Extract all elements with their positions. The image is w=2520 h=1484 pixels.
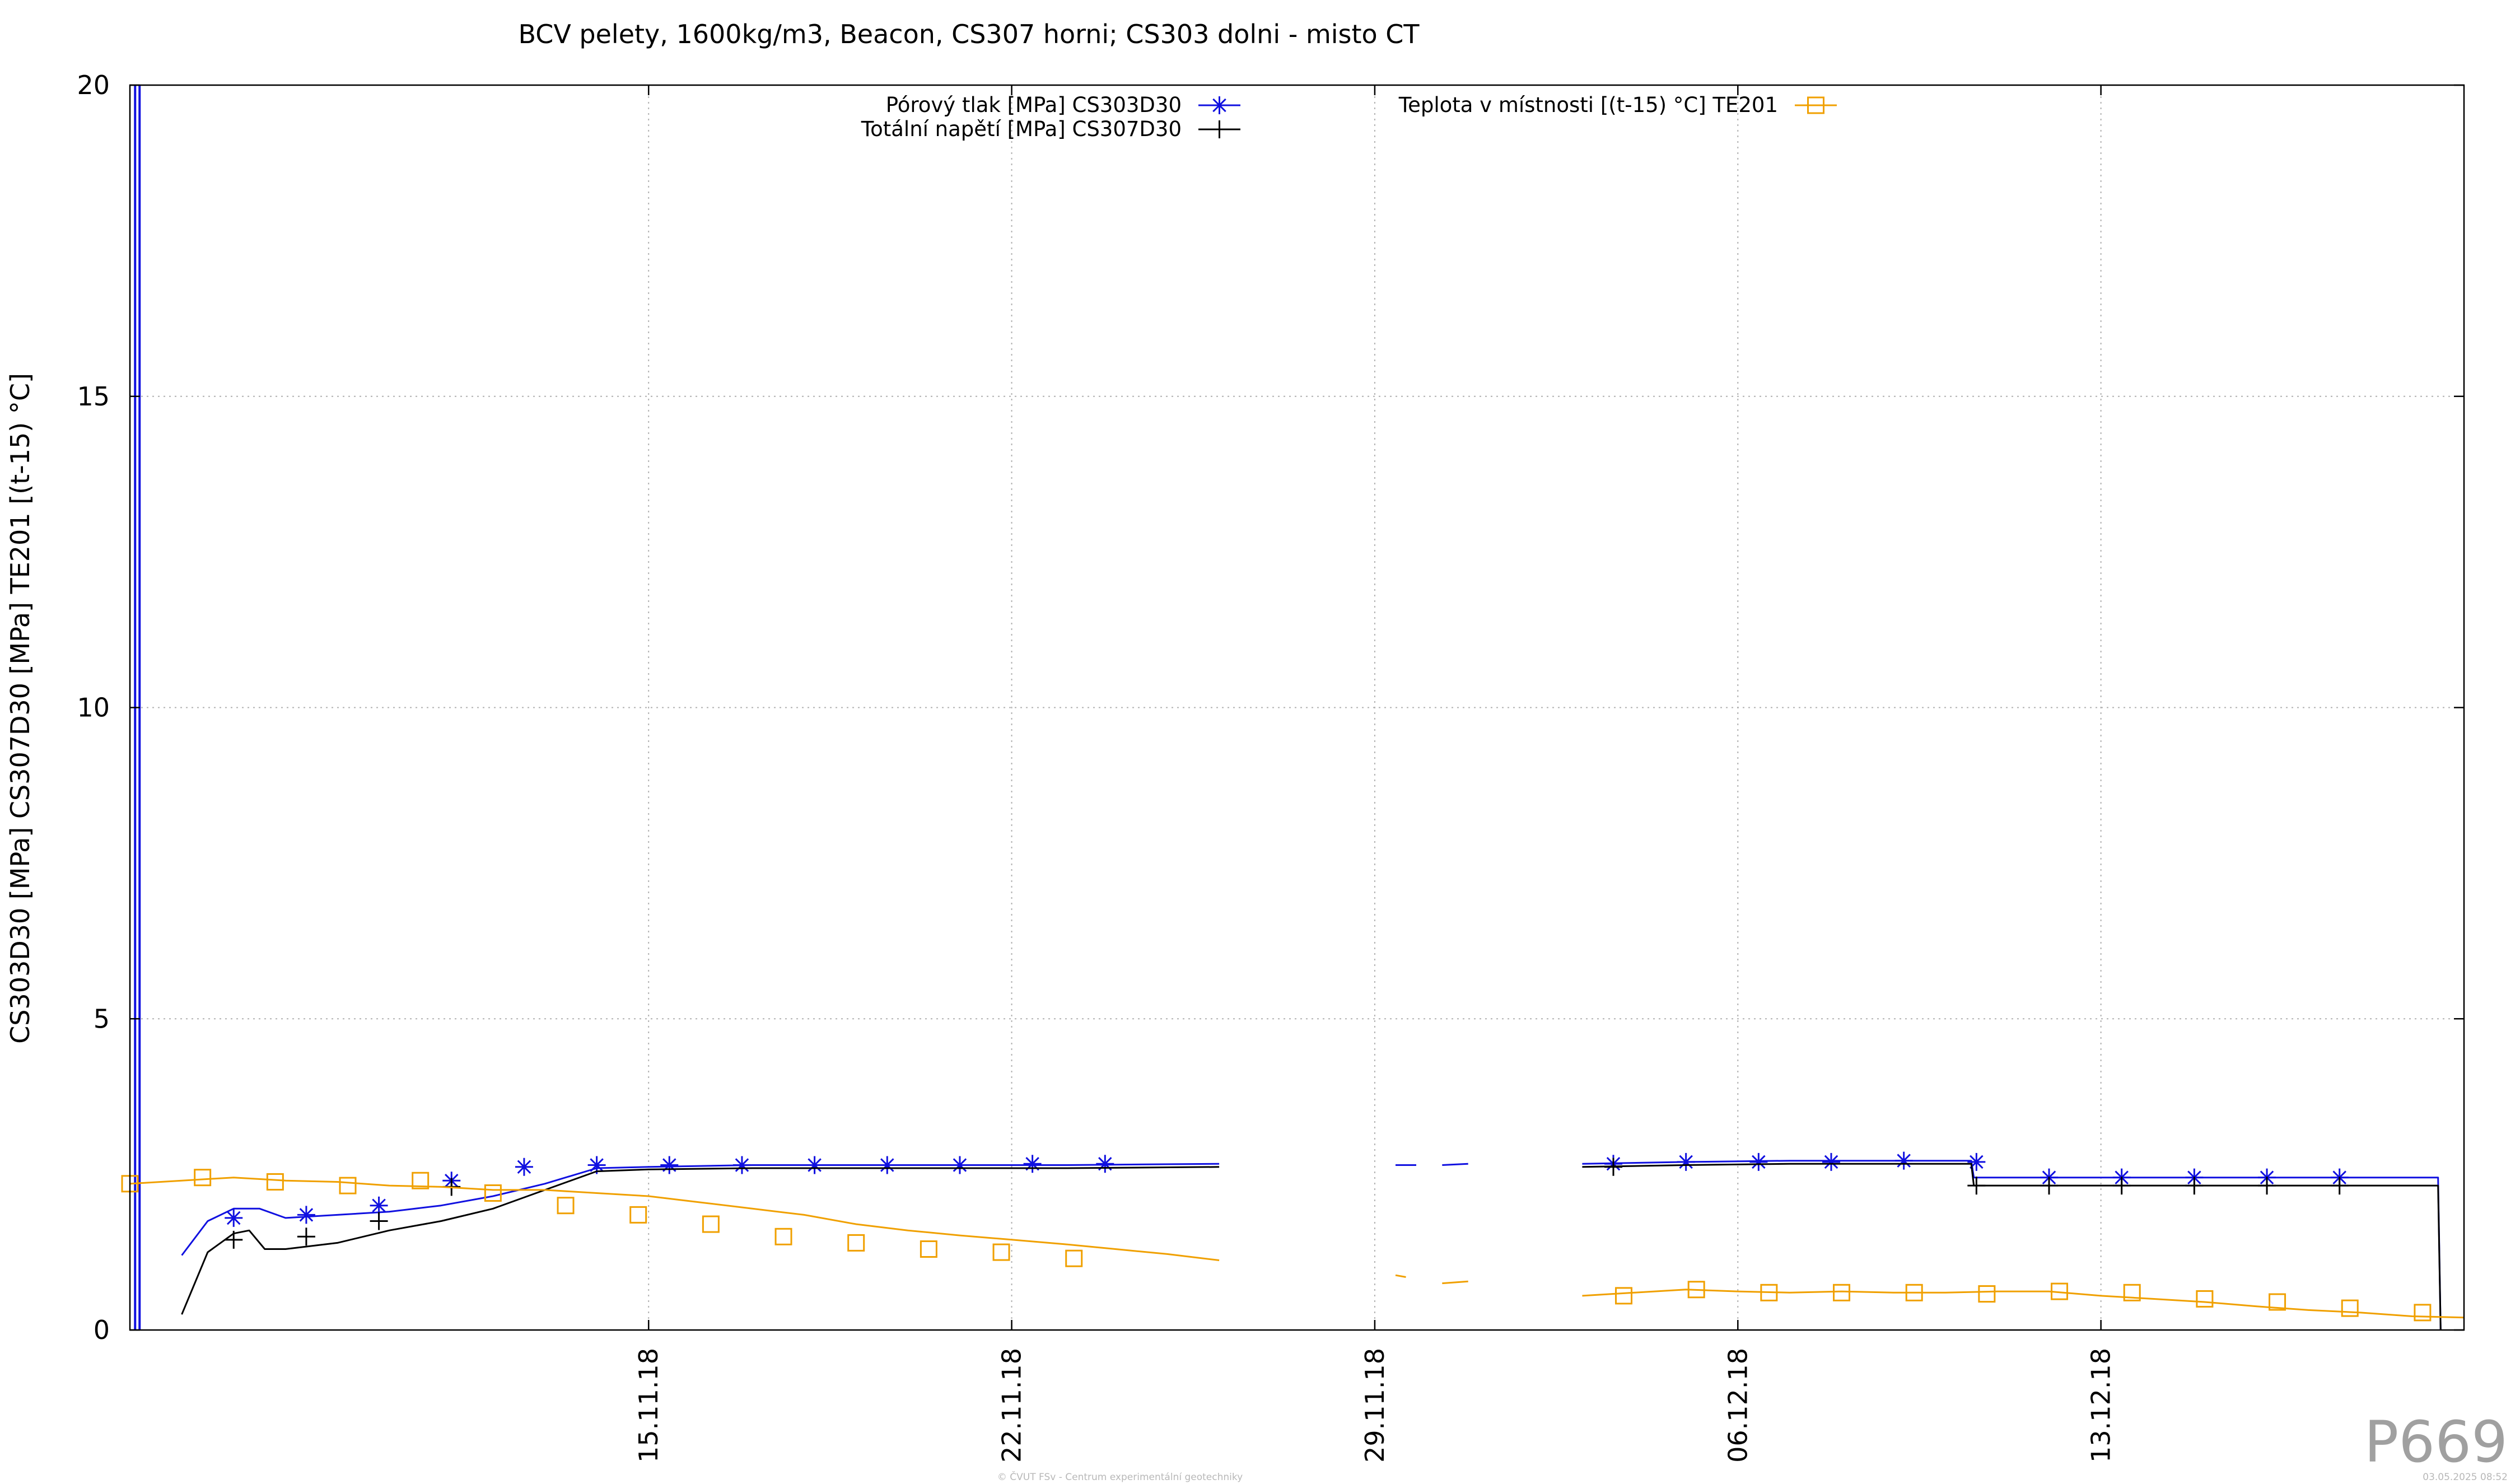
data-point-square (1807, 96, 1824, 114)
series-line (181, 1166, 1220, 1315)
data-point-square (266, 1173, 284, 1191)
series-line (1442, 1163, 1468, 1166)
data-point-square (920, 1240, 937, 1258)
data-point-square (2269, 1293, 2286, 1311)
y-tick-label: 5 (94, 1004, 110, 1034)
legend-label: Pórový tlak [MPa] CS303D30 (886, 93, 1182, 117)
data-point-square (484, 1184, 502, 1202)
grid (130, 85, 2464, 1330)
y-tick-label: 0 (94, 1315, 110, 1345)
data-point-square (1905, 1284, 1923, 1301)
chart-title: BCV pelety, 1600kg/m3, Beacon, CS307 hor… (518, 19, 1420, 49)
data-point-square (2196, 1290, 2214, 1308)
x-tick-label: 06.12.18 (1723, 1348, 1753, 1463)
data-point-asterisk (587, 1156, 606, 1174)
data-point-square (1978, 1285, 1996, 1303)
series-line (1582, 1289, 2465, 1319)
axis-ticks: 0 5 10 15 20 15.11.18 22.11.18 29.11.18 06.12.18… (77, 70, 2464, 1463)
data-point-asterisk (660, 1156, 679, 1174)
data-point-asterisk (878, 1156, 897, 1174)
data-point-plus (2040, 1177, 2059, 1195)
data-point-plus (225, 1230, 243, 1249)
data-point-asterisk (1967, 1152, 1986, 1171)
x-tick-label: 13.12.18 (2086, 1348, 2116, 1463)
data-point-asterisk (225, 1208, 243, 1227)
data-point-plus (297, 1228, 315, 1246)
data-point-square (1615, 1287, 1633, 1305)
data-point-asterisk (1749, 1152, 1768, 1171)
data-point-asterisk (1677, 1152, 1695, 1171)
data-point-asterisk (1822, 1152, 1841, 1171)
legend-label: Teplota v místnosti [(t-15) °C] TE201 (1398, 93, 1778, 117)
data-point-square (2123, 1284, 2141, 1301)
data-point-square (2051, 1282, 2069, 1300)
data-point-asterisk (732, 1156, 751, 1174)
data-point-plus (1604, 1158, 1622, 1176)
data-point-plus (1967, 1177, 1986, 1195)
x-tick-label: 22.11.18 (997, 1348, 1027, 1463)
y-tick-label: 10 (77, 693, 110, 723)
data-point-square (847, 1234, 865, 1252)
y-tick-label: 20 (77, 70, 110, 100)
data-point-square (1065, 1249, 1083, 1267)
data-point-plus (2258, 1177, 2276, 1195)
x-tick-label: 29.11.18 (1360, 1348, 1390, 1463)
data-point-plus (2185, 1177, 2204, 1195)
data-point-asterisk (1894, 1151, 1913, 1170)
series-line (129, 1177, 1220, 1261)
data-point-plus (370, 1212, 388, 1230)
data-point-square (339, 1177, 357, 1194)
data-point-square (629, 1206, 647, 1224)
data-point-square (1687, 1281, 1705, 1299)
plot-id: P669 (2364, 1409, 2508, 1476)
data-point-asterisk (805, 1156, 824, 1174)
data-point-square (702, 1215, 720, 1233)
series-2 (181, 1158, 2442, 1331)
series-line (181, 1163, 1220, 1256)
data-point-square (774, 1228, 792, 1245)
x-tick-label: 15.11.18 (633, 1348, 664, 1463)
data-point-square (194, 1169, 212, 1187)
y-tick-label: 15 (77, 381, 110, 412)
data-point-asterisk (1210, 96, 1229, 114)
footer-credit: © ČVUT FSv - Centrum experimentální geot… (997, 1471, 1243, 1483)
data-point-asterisk (515, 1158, 533, 1176)
y-axis-label: CS303D30 [MPa] CS307D30 [MPa] TE201 [(t-… (5, 373, 35, 1044)
data-point-plus (2112, 1177, 2131, 1195)
legend-label: Totální napětí [MPa] CS307D30 (861, 117, 1182, 141)
footer-timestamp: 03.05.2025 08:52 (2423, 1472, 2508, 1483)
series-3 (121, 1169, 2465, 1322)
data-point-square (992, 1243, 1010, 1261)
data-point-square (1760, 1284, 1778, 1301)
data-point-square (1833, 1284, 1851, 1301)
data-point-asterisk (950, 1156, 969, 1174)
data-point-square (557, 1197, 575, 1215)
data-point-asterisk (1023, 1155, 1042, 1173)
data-point-square (2414, 1304, 2432, 1322)
series-line (1395, 1274, 1406, 1278)
data-point-square (412, 1172, 430, 1189)
data-point-plus (1210, 120, 1229, 138)
series-line (1442, 1280, 1468, 1285)
data-point-asterisk (1096, 1155, 1114, 1173)
data-point-plus (2330, 1177, 2349, 1195)
data-point-asterisk (297, 1206, 315, 1224)
data-point-asterisk (370, 1196, 388, 1215)
data-point-square (2341, 1299, 2359, 1317)
